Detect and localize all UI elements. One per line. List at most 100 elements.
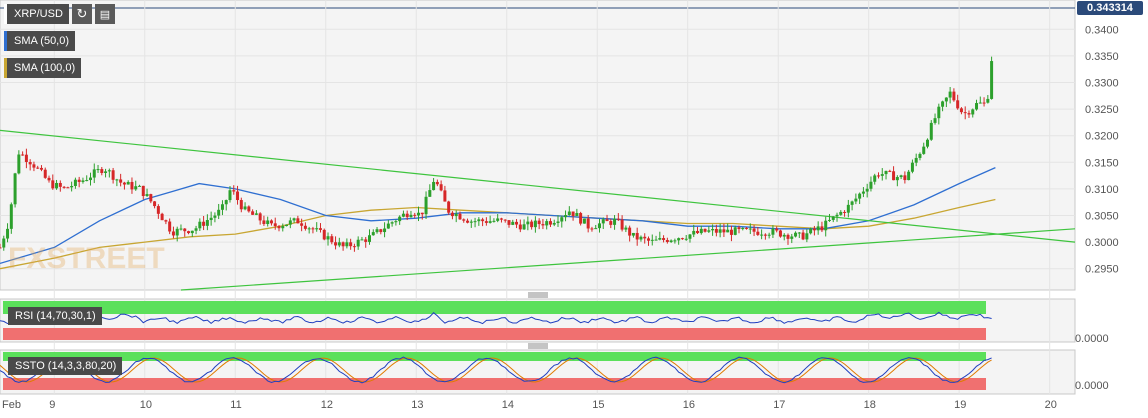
ssto-label[interactable]: SSTO (14,3,3,80,20) — [8, 357, 123, 375]
candle-body — [134, 186, 138, 190]
candle-body — [179, 228, 183, 230]
candle-body — [522, 224, 526, 230]
x-tick-label: 18 — [864, 399, 876, 411]
candle-body — [926, 139, 930, 147]
candle-body — [643, 236, 647, 239]
candle-body — [737, 227, 741, 230]
candle-body — [526, 221, 530, 225]
candle-body — [986, 98, 990, 103]
y-tick-label: 0.3250 — [1085, 104, 1119, 116]
sma50-label[interactable]: SMA (50,0) — [7, 31, 76, 51]
candle-body — [266, 220, 270, 224]
candle-body — [77, 179, 81, 182]
candle-body — [213, 215, 217, 218]
candle-body — [209, 217, 213, 221]
candle-body — [876, 175, 880, 177]
candle-body — [658, 238, 662, 240]
candle-body — [269, 220, 273, 224]
candle-body — [812, 228, 816, 231]
ssto-zero-label: 0.0000 — [1075, 380, 1109, 392]
candle-body — [243, 206, 247, 210]
candle-body — [763, 234, 767, 236]
candle-body — [371, 232, 375, 236]
candle-body — [104, 171, 108, 174]
candle-body — [609, 221, 613, 225]
candle-body — [892, 171, 896, 181]
candle-body — [714, 229, 718, 233]
candle-body — [963, 112, 967, 114]
candle-body — [831, 216, 835, 220]
candle-body — [28, 161, 32, 165]
chart-settings-button[interactable]: ▤ — [95, 4, 115, 24]
candle-body — [383, 228, 387, 233]
candle-body — [711, 229, 715, 231]
candle-body — [677, 238, 681, 241]
refresh-button[interactable]: ↻ — [72, 4, 92, 24]
x-tick-label: 19 — [954, 399, 966, 411]
candle-body — [458, 213, 462, 220]
candle-body — [439, 184, 443, 191]
candle-body — [888, 170, 892, 172]
candle-body — [24, 154, 28, 162]
candle-body — [929, 122, 933, 140]
candle-body — [435, 181, 439, 185]
x-tick-label: 15 — [592, 399, 604, 411]
candle-body — [937, 106, 941, 119]
rsi-overbought-zone — [3, 301, 986, 314]
candle-body — [982, 102, 986, 104]
candle-body — [198, 221, 202, 229]
candle-body — [575, 213, 579, 216]
x-tick-label: 10 — [140, 399, 152, 411]
candle-body — [820, 226, 824, 231]
candle-body — [292, 218, 296, 221]
candle-body — [138, 185, 142, 187]
candle-body — [153, 201, 157, 207]
candle-body — [752, 228, 756, 232]
candle-body — [47, 177, 51, 181]
candle-body — [190, 230, 194, 234]
rsi-oversold-zone — [3, 328, 986, 340]
candle-body — [107, 170, 111, 172]
candle-body — [692, 230, 696, 235]
x-tick-label: 20 — [1045, 399, 1057, 411]
candle-body — [880, 174, 884, 176]
candle-body — [865, 188, 869, 192]
candle-body — [194, 228, 198, 231]
candle-body — [2, 238, 6, 248]
candle-body — [533, 220, 537, 228]
current-price-badge: 0.343314 — [1077, 1, 1143, 15]
y-tick-label: 0.3200 — [1085, 131, 1119, 143]
candle-body — [628, 227, 632, 236]
candle-body — [171, 231, 175, 236]
candle-body — [258, 213, 262, 221]
candle-body — [718, 229, 722, 233]
x-tick-label: 16 — [683, 399, 695, 411]
x-tick-label: 11 — [230, 399, 241, 411]
candle-body — [952, 91, 956, 101]
x-tick-label: 12 — [321, 399, 333, 411]
rsi-label[interactable]: RSI (14,70,30,1) — [8, 307, 102, 325]
candle-body — [571, 211, 575, 216]
candle-body — [473, 221, 477, 223]
candle-body — [503, 219, 507, 221]
trendline-descending — [0, 129, 1076, 243]
candle-body — [748, 228, 752, 230]
candle-body — [790, 236, 794, 239]
candle-body — [394, 221, 398, 223]
candle-body — [688, 234, 692, 239]
candle-body — [907, 171, 911, 181]
candle-body — [616, 218, 620, 220]
candle-body — [462, 219, 466, 221]
candle-body — [315, 228, 319, 230]
candle-body — [684, 238, 688, 240]
candle-body — [130, 181, 134, 190]
candle-body — [386, 223, 390, 229]
candle-body — [217, 209, 221, 216]
candle-body — [707, 230, 711, 232]
candle-body — [673, 240, 677, 242]
candle-body — [202, 221, 206, 226]
sma100-label[interactable]: SMA (100,0) — [7, 58, 82, 78]
candle-body — [496, 218, 500, 221]
candle-body — [0, 247, 2, 249]
candle-body — [277, 226, 281, 229]
